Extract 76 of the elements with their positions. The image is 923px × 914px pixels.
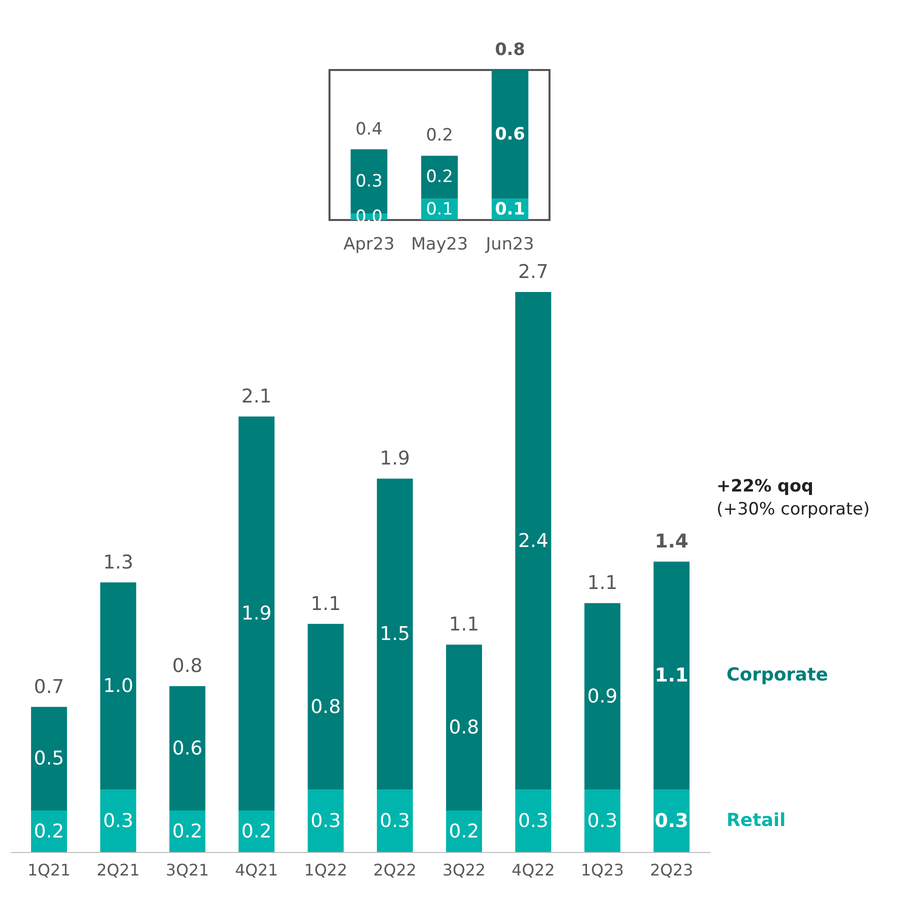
- data-label: 0.9: [587, 685, 618, 708]
- x-tick-label: 4Q21: [234, 860, 278, 880]
- total-label: 0.2: [426, 126, 454, 146]
- bar: [238, 416, 275, 811]
- total-label: 1.9: [380, 448, 410, 470]
- bar: [584, 603, 620, 790]
- bar: [238, 810, 275, 852]
- x-tick-label: 2Q23: [650, 860, 694, 880]
- x-tick-label: 1Q23: [580, 860, 624, 880]
- bar: [376, 478, 413, 790]
- data-label: 0.3: [380, 810, 410, 832]
- data-label: 1.5: [380, 623, 410, 646]
- bar: [446, 810, 482, 852]
- data-label: 0.6: [494, 124, 526, 144]
- x-tick-label: Jun23: [484, 234, 534, 254]
- data-label: 1.9: [241, 602, 272, 624]
- total-label: 0.7: [34, 676, 64, 698]
- data-label: 0.3: [103, 810, 134, 832]
- bar: [169, 686, 206, 811]
- text: Corporate: [726, 664, 828, 686]
- data-label: 0.5: [34, 748, 64, 770]
- data-label: 1.1: [654, 664, 688, 687]
- x-tick-label: Apr23: [343, 234, 395, 254]
- total-label: 0.8: [494, 40, 526, 60]
- bar: [515, 790, 552, 852]
- total-label: 1.1: [310, 592, 341, 615]
- data-label: 0.1: [426, 199, 454, 220]
- total-label: 1.4: [654, 530, 688, 553]
- data-label: 0.3: [355, 171, 383, 192]
- bar: [446, 644, 482, 811]
- total-label: 2.1: [241, 385, 272, 408]
- data-label: 1.0: [103, 675, 134, 698]
- bar: [492, 70, 528, 199]
- text: Retail: [726, 810, 786, 831]
- x-tick-label: 4Q22: [512, 860, 555, 880]
- data-label: 0.6: [172, 737, 202, 760]
- data-label: 2.4: [518, 530, 548, 552]
- bar: [308, 790, 344, 852]
- total-label: 1.1: [587, 572, 618, 594]
- total-label: 1.1: [448, 614, 480, 636]
- data-label: 0.2: [172, 820, 202, 842]
- x-tick-label: 2Q21: [96, 860, 140, 880]
- bar: [31, 706, 68, 811]
- bar: [31, 810, 68, 852]
- bar: [421, 156, 458, 199]
- x-tick-label: 2Q22: [373, 860, 416, 880]
- x-tick-label: 1Q21: [27, 860, 71, 880]
- data-label: 0.2: [241, 820, 272, 842]
- total-label: 1.3: [103, 551, 134, 574]
- total-label: 2.7: [518, 261, 548, 283]
- data-label: 0.8: [310, 696, 341, 718]
- bar: [376, 790, 413, 852]
- bar: [654, 562, 690, 790]
- data-label: 0.2: [426, 167, 454, 188]
- x-tick-label: 3Q22: [442, 860, 486, 880]
- x-tick-label: May23: [411, 234, 468, 254]
- bar: [169, 810, 206, 852]
- data-label: 0.2: [448, 820, 480, 842]
- x-tick-label: 3Q21: [166, 860, 209, 880]
- total-label: 0.4: [355, 119, 383, 140]
- data-label: 0.1: [494, 199, 526, 220]
- text: (+30% corporate): [716, 500, 870, 520]
- bar: [308, 624, 344, 790]
- bar: [515, 292, 552, 790]
- x-tick-label: 1Q22: [304, 860, 348, 880]
- bar: [584, 790, 620, 852]
- text: +22% qoq: [716, 476, 814, 497]
- data-label: 0.3: [518, 810, 548, 832]
- data-label: 0.3: [654, 810, 688, 832]
- bar: [100, 790, 136, 852]
- data-label: 0.8: [448, 716, 480, 739]
- data-label: 0.3: [310, 810, 341, 832]
- bar: [100, 582, 136, 790]
- total-label: 0.8: [172, 655, 202, 678]
- data-label: 0.2: [34, 820, 64, 842]
- data-label: 0.3: [587, 810, 618, 832]
